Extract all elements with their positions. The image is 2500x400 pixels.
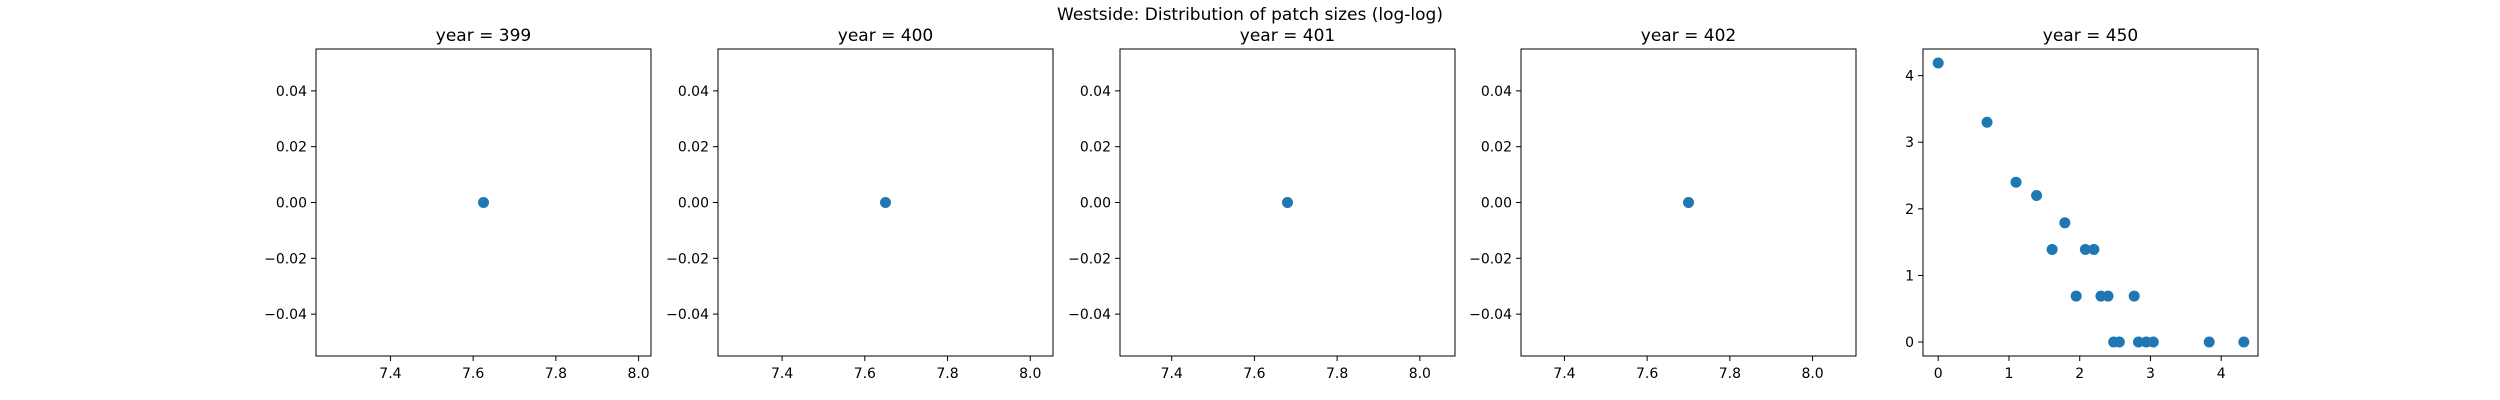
data-point: [2031, 190, 2043, 202]
y-tick-label: 0.04: [276, 84, 307, 100]
axes-frame: [717, 48, 1054, 357]
y-tick-label: −0.02: [666, 251, 709, 267]
data-point: [2010, 176, 2022, 188]
x-tick-label: 7.8: [1719, 366, 1741, 382]
y-tick-label: −0.02: [264, 251, 307, 267]
data-point: [478, 197, 489, 208]
y-tick-label: −0.02: [1469, 251, 1512, 267]
x-tick-label: 7.6: [1636, 366, 1658, 382]
subplot-1: year = 399 7.4 7.6 7.8 8.0 −0.04 −0.02 0.00 0.02…: [264, 26, 652, 382]
x-tick-label: 8.0: [1801, 366, 1823, 382]
subplot-5: year = 450 0 1 2 3 4 0 1 2 3 4: [1905, 26, 2259, 382]
x-tick-label: 7.6: [854, 366, 876, 382]
y-tick-label: 2: [1905, 202, 1914, 218]
y-tick-label: 0.02: [276, 140, 307, 156]
x-tick-label: 1: [2005, 366, 2014, 382]
data-point: [2238, 336, 2250, 348]
y-tick-label: 0.04: [678, 84, 709, 100]
x-tick-label: 7.4: [1161, 366, 1183, 382]
axes-frame: [1119, 48, 1456, 357]
x-tick-label: 8.0: [627, 366, 649, 382]
y-tick-label: −0.04: [1469, 307, 1512, 323]
y-tick-label: 0.00: [276, 196, 307, 212]
y-tick-label: 0.02: [1481, 140, 1512, 156]
x-tick-label: 7.8: [936, 366, 958, 382]
data-point: [1932, 57, 1944, 69]
y-tick-label: 0.02: [678, 140, 709, 156]
y-tick-label: 0.00: [1080, 196, 1111, 212]
subplot-title: year = 399: [436, 26, 531, 46]
data-point: [2132, 336, 2144, 348]
y-tick-label: 0.04: [1080, 84, 1111, 100]
subplot-2: year = 400 7.4 7.6 7.8 8.0 −0.04 −0.02 0.00 0.02…: [666, 26, 1054, 382]
figure-suptitle: Westside: Distribution of patch sizes (l…: [1057, 5, 1443, 25]
x-tick-label: 7.4: [771, 366, 793, 382]
data-point: [2147, 336, 2159, 348]
y-tick-label: 3: [1905, 135, 1914, 151]
y-tick-label: −0.04: [264, 307, 307, 323]
x-tick-label: 3: [2146, 366, 2155, 382]
x-tick-label: 4: [2217, 366, 2226, 382]
subplot-title: year = 402: [1641, 26, 1736, 46]
y-tick-label: 1: [1905, 268, 1914, 284]
data-point: [1282, 197, 1293, 208]
data-point: [2128, 290, 2140, 302]
data-point: [2113, 336, 2125, 348]
data-point: [2079, 243, 2091, 255]
x-tick-label: 8.0: [1409, 366, 1431, 382]
x-tick-label: 7.6: [1243, 366, 1265, 382]
x-tick-label: 7.6: [462, 366, 484, 382]
y-tick-label: 0.00: [1481, 196, 1512, 212]
subplot-3: year = 401 7.4 7.6 7.8 8.0 −0.04 −0.02 0.00 0.02…: [1068, 26, 1456, 382]
y-tick-label: 0.00: [678, 196, 709, 212]
data-point: [2203, 336, 2215, 348]
data-point: [1981, 116, 1993, 128]
axes-frame: [315, 48, 652, 357]
x-tick-label: 7.8: [545, 366, 567, 382]
subplot-title: year = 450: [2043, 26, 2138, 46]
axes-frame: [1520, 48, 1857, 357]
y-tick-label: 0.04: [1481, 84, 1512, 100]
y-tick-label: 0: [1905, 335, 1914, 351]
x-tick-label: 7.8: [1326, 366, 1348, 382]
x-tick-label: 7.4: [1553, 366, 1575, 382]
y-tick-label: 0.02: [1080, 140, 1111, 156]
x-tick-label: 7.4: [379, 366, 401, 382]
data-point: [2059, 217, 2071, 229]
y-tick-label: −0.02: [1068, 251, 1111, 267]
axes-frame: [1922, 48, 2259, 357]
data-point: [2088, 243, 2100, 255]
y-tick-label: −0.04: [1068, 307, 1111, 323]
subplot-title: year = 401: [1240, 26, 1335, 46]
data-point: [2102, 290, 2114, 302]
data-point: [2046, 243, 2058, 255]
data-point: [1683, 197, 1694, 208]
y-tick-label: 4: [1905, 69, 1914, 85]
subplot-title: year = 400: [838, 26, 933, 46]
x-tick-label: 2: [2075, 366, 2084, 382]
data-point: [880, 197, 891, 208]
y-tick-label: −0.04: [666, 307, 709, 323]
subplot-4: year = 402 7.4 7.6 7.8 8.0 −0.04 −0.02 0.00 0.02…: [1469, 26, 1857, 382]
subplot-grid: year = 399 7.4 7.6 7.8 8.0 −0.04 −0.02 0.00 0.02…: [264, 26, 2259, 382]
x-tick-label: 0: [1934, 366, 1943, 382]
x-tick-label: 8.0: [1019, 366, 1041, 382]
data-point: [2070, 290, 2082, 302]
